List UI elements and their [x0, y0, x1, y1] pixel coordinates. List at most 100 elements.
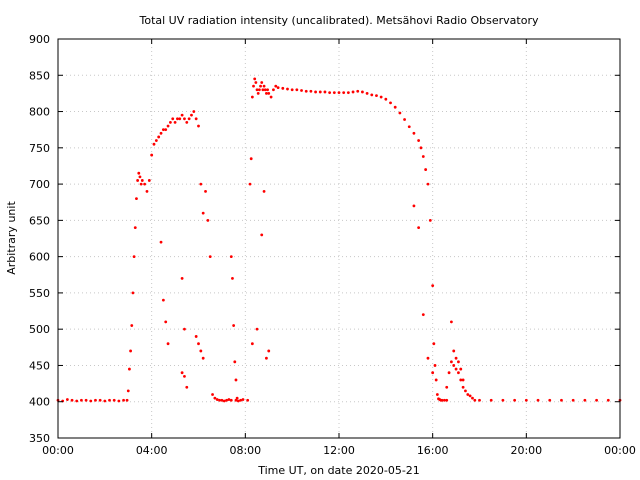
- data-point: [75, 399, 79, 403]
- x-axis: 00:00 04:00 08:00 12:00 16:00 20:00 00:00: [42, 39, 636, 457]
- data-point: [267, 92, 271, 95]
- data-point: [112, 398, 116, 402]
- data-point: [426, 356, 430, 360]
- data-point: [501, 398, 505, 402]
- data-point: [407, 125, 411, 129]
- plot-frame: [57, 38, 621, 439]
- data-point: [233, 360, 237, 364]
- data-point: [215, 398, 219, 401]
- data-point: [166, 342, 170, 346]
- data-point: [103, 399, 107, 403]
- data-point: [94, 398, 97, 402]
- data-point: [255, 88, 259, 92]
- data-point: [379, 95, 383, 99]
- data-point: [199, 182, 203, 186]
- data-point: [421, 155, 425, 158]
- data-point: [231, 277, 234, 280]
- data-point: [140, 179, 144, 182]
- data-point: [173, 121, 177, 124]
- data-point: [143, 182, 147, 186]
- data-point: [213, 396, 217, 400]
- data-point: [440, 398, 444, 402]
- data-point: [248, 182, 252, 186]
- data-point: [206, 218, 210, 222]
- data-point: [159, 131, 163, 135]
- x-tick-label: 00:00: [604, 444, 636, 457]
- data-point: [417, 226, 421, 230]
- data-point: [361, 90, 364, 94]
- data-point: [457, 360, 460, 364]
- data-point: [161, 128, 165, 132]
- data-point: [265, 356, 268, 360]
- data-point: [445, 385, 449, 389]
- data-point: [471, 396, 474, 400]
- data-point: [227, 398, 231, 401]
- data-point: [147, 179, 151, 182]
- data-point: [130, 324, 134, 327]
- data-point: [583, 398, 587, 402]
- data-point: [138, 175, 142, 179]
- data-point: [445, 398, 449, 402]
- data-point: [218, 398, 221, 402]
- data-point: [225, 398, 229, 402]
- data-point: [263, 88, 267, 92]
- data-point: [164, 320, 168, 324]
- data-point: [459, 367, 463, 371]
- y-axis: 350 400 450 500 550 600 650 700 750 800 850 900: [29, 33, 620, 445]
- data-point: [139, 182, 143, 186]
- data-point: [365, 92, 369, 95]
- data-point: [194, 335, 198, 338]
- data-point: [80, 398, 83, 402]
- data-point: [431, 371, 435, 375]
- data-point: [431, 284, 435, 288]
- data-point: [548, 398, 552, 402]
- data-point: [190, 113, 193, 117]
- data-point: [398, 111, 402, 115]
- data-point: [595, 398, 598, 402]
- data-point: [261, 88, 265, 92]
- y-tick-label: 900: [29, 33, 50, 46]
- data-point: [513, 398, 517, 402]
- data-point: [450, 320, 453, 324]
- data-point: [393, 105, 397, 109]
- data-point: [428, 218, 432, 222]
- data-point: [201, 356, 205, 360]
- data-point: [489, 398, 493, 402]
- data-point: [435, 393, 439, 396]
- data-point: [332, 91, 336, 95]
- x-tick-label: 20:00: [510, 444, 542, 457]
- data-point: [157, 135, 161, 139]
- y-tick-label: 600: [29, 251, 50, 264]
- data-point: [286, 87, 289, 91]
- data-point: [194, 117, 198, 121]
- data-point: [426, 182, 430, 186]
- x-tick-label: 00:00: [42, 444, 74, 457]
- data-point: [166, 124, 170, 128]
- data-point: [129, 349, 132, 353]
- data-point: [262, 84, 266, 88]
- data-point: [606, 398, 610, 402]
- data-point: [137, 171, 141, 175]
- data-point: [432, 342, 436, 346]
- data-point: [161, 298, 165, 302]
- data-point: [454, 356, 458, 360]
- data-point: [461, 385, 465, 389]
- data-point: [454, 367, 458, 371]
- x-tick-label: 16:00: [417, 444, 449, 457]
- data-point: [192, 110, 196, 113]
- data-point: [346, 91, 350, 95]
- data-point: [84, 398, 88, 402]
- data-point: [295, 88, 299, 92]
- data-point: [136, 179, 140, 182]
- data-point: [434, 378, 438, 382]
- data-point: [450, 360, 453, 364]
- data-point: [421, 313, 425, 317]
- data-point: [442, 398, 446, 402]
- data-point: [229, 255, 233, 259]
- data-point: [70, 398, 74, 402]
- data-point: [220, 398, 224, 402]
- y-tick-label: 850: [29, 69, 50, 82]
- data-point: [419, 146, 423, 150]
- data-point: [132, 255, 136, 259]
